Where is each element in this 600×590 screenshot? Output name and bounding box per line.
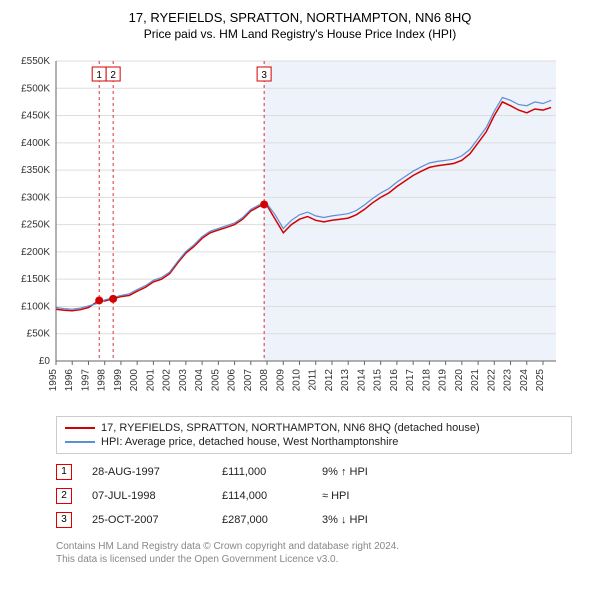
chart-title: 17, RYEFIELDS, SPRATTON, NORTHAMPTON, NN… [8,10,592,25]
svg-text:1997: 1997 [80,369,91,392]
svg-text:1995: 1995 [48,369,59,392]
svg-text:2025: 2025 [535,369,546,392]
chart-plot: £0 £50K £100K £150K £200K £250K £300K £350K £400… [8,51,592,406]
svg-text:£300K: £300K [21,192,50,203]
svg-text:2020: 2020 [454,369,465,392]
svg-text:£150K: £150K [21,274,50,285]
svg-text:2010: 2010 [292,369,303,392]
svg-text:2001: 2001 [145,369,156,392]
svg-text:£500K: £500K [21,83,50,94]
svg-text:2004: 2004 [194,369,205,392]
legend: 17, RYEFIELDS, SPRATTON, NORTHAMPTON, NN… [56,416,572,454]
event-hpi: 3% ↓ HPI [322,514,368,526]
svg-text:2007: 2007 [243,369,254,392]
footer-attribution: Contains HM Land Registry data © Crown c… [56,540,572,566]
svg-text:2022: 2022 [486,369,497,392]
event-hpi: ≈ HPI [322,490,349,502]
svg-text:2009: 2009 [275,369,286,392]
legend-swatch [65,441,95,443]
legend-label: HPI: Average price, detached house, West… [101,436,398,448]
svg-text:£50K: £50K [27,329,51,340]
svg-text:2: 2 [110,70,116,81]
svg-text:1: 1 [96,70,102,81]
svg-text:£400K: £400K [21,138,50,149]
svg-text:2015: 2015 [373,369,384,392]
footer-line-2: This data is licensed under the Open Gov… [56,553,572,566]
svg-text:2002: 2002 [162,369,173,392]
event-date: 28-AUG-1997 [92,466,202,478]
svg-text:£250K: £250K [21,220,50,231]
event-row: 2 07-JUL-1998 £114,000 ≈ HPI [56,484,572,508]
svg-text:1996: 1996 [64,369,75,392]
svg-text:2000: 2000 [129,369,140,392]
event-row: 3 25-OCT-2007 £287,000 3% ↓ HPI [56,508,572,532]
line-chart-svg: £0 £50K £100K £150K £200K £250K £300K £350K £400… [8,51,568,401]
svg-text:2011: 2011 [308,369,319,391]
svg-text:2017: 2017 [405,369,416,392]
svg-text:1998: 1998 [97,369,108,392]
svg-text:£350K: £350K [21,165,50,176]
svg-text:2019: 2019 [438,369,449,392]
legend-item: HPI: Average price, detached house, West… [65,435,563,449]
event-price: £111,000 [222,466,302,478]
footer-line-1: Contains HM Land Registry data © Crown c… [56,540,572,553]
legend-item: 17, RYEFIELDS, SPRATTON, NORTHAMPTON, NN… [65,421,563,435]
svg-text:2008: 2008 [259,369,270,392]
event-price: £287,000 [222,514,302,526]
svg-text:2014: 2014 [356,369,367,392]
event-hpi: 9% ↑ HPI [322,466,368,478]
svg-text:2016: 2016 [389,369,400,392]
event-date: 25-OCT-2007 [92,514,202,526]
events-table: 1 28-AUG-1997 £111,000 9% ↑ HPI 2 07-JUL-1998… [56,460,572,532]
svg-text:1999: 1999 [113,369,124,392]
svg-text:2024: 2024 [519,369,530,392]
svg-text:£450K: £450K [21,111,50,122]
event-row: 1 28-AUG-1997 £111,000 9% ↑ HPI [56,460,572,484]
svg-text:2018: 2018 [421,369,432,392]
event-price: £114,000 [222,490,302,502]
legend-label: 17, RYEFIELDS, SPRATTON, NORTHAMPTON, NN… [101,422,480,434]
chart-container: 17, RYEFIELDS, SPRATTON, NORTHAMPTON, NN… [0,0,600,574]
svg-text:2021: 2021 [470,369,481,392]
event-date: 07-JUL-1998 [92,490,202,502]
svg-text:£0: £0 [39,356,51,367]
svg-text:£200K: £200K [21,247,50,258]
legend-swatch [65,427,95,429]
svg-text:£550K: £550K [21,56,50,67]
svg-text:2013: 2013 [340,369,351,392]
event-marker-num: 3 [56,512,72,528]
svg-text:£100K: £100K [21,301,50,312]
svg-text:2005: 2005 [210,369,221,392]
chart-subtitle: Price paid vs. HM Land Registry's House … [8,27,592,41]
svg-text:2003: 2003 [178,369,189,392]
svg-text:2006: 2006 [227,369,238,392]
svg-text:2023: 2023 [503,369,514,392]
svg-text:3: 3 [261,70,267,81]
event-marker-num: 1 [56,464,72,480]
event-marker-num: 2 [56,488,72,504]
svg-text:2012: 2012 [324,369,335,392]
